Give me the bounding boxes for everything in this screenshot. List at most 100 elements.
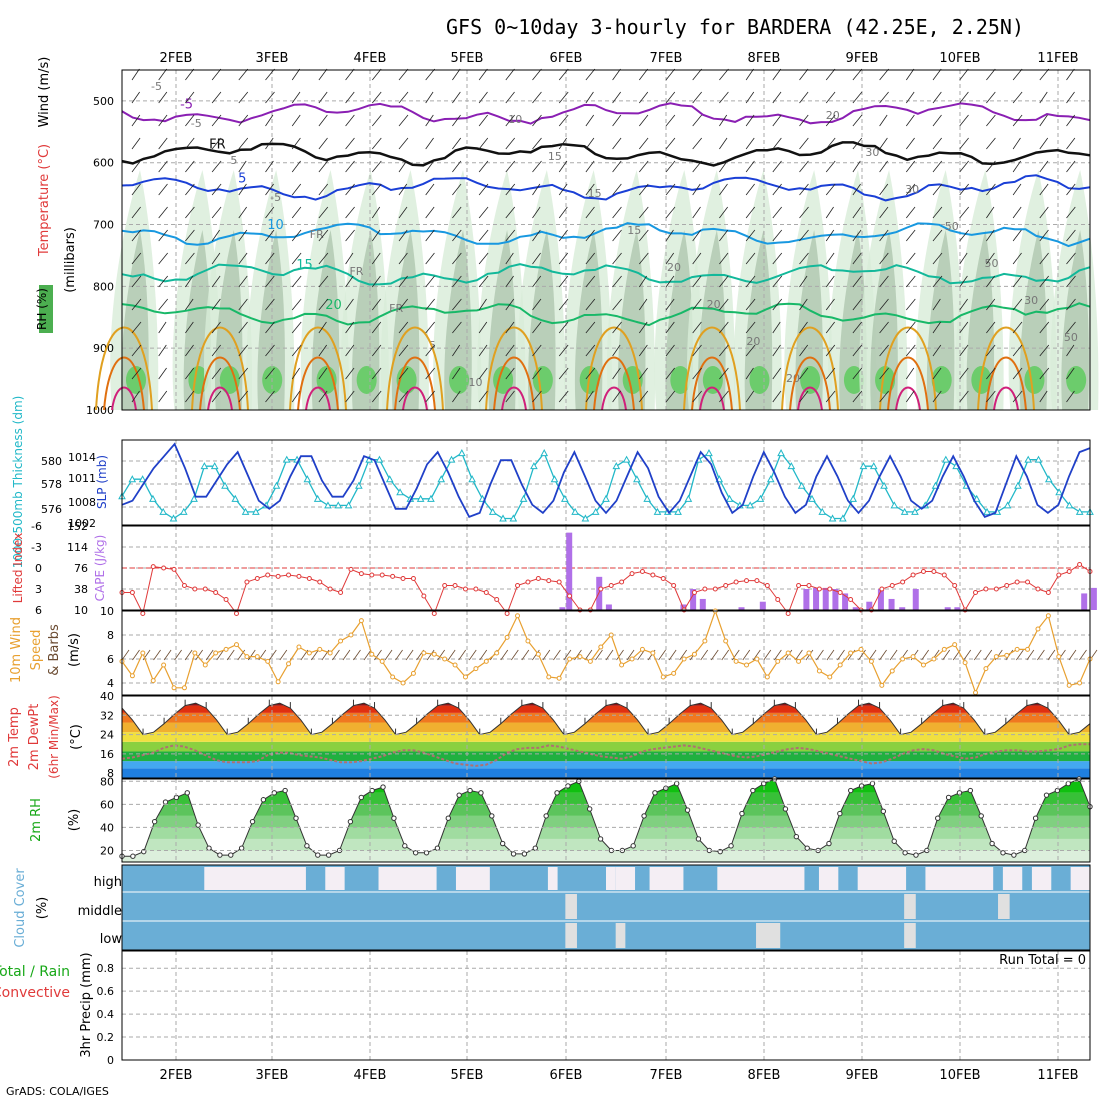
wind-barb-10m [763,649,772,661]
wind-barb-10m [311,649,319,661]
li-point [1004,583,1010,588]
thickness-point [1003,501,1012,509]
wind-barb [238,321,248,334]
li-point [452,583,458,588]
wind-barb [905,298,916,311]
thickness-point [509,514,518,522]
wind-barb [532,137,542,150]
wind-barb [318,275,329,288]
wind-speed-point [556,675,562,681]
wind-barb-10m [889,649,898,661]
top-date-9FEB: 9FEB [846,51,879,66]
wind-barb [291,367,300,380]
ylabel-2m-rh: 2m RH [29,798,44,842]
rh-point [565,783,571,789]
ylabel-celsius: (°C) [69,724,84,750]
wind-barb [665,137,676,150]
contour-value-label: 50 [945,220,959,233]
wind-barb [185,137,195,150]
wind-barb [905,206,916,219]
contour-15-teal [121,263,1091,286]
thickness-line [121,451,1090,520]
wind-barb-10m [184,649,193,661]
wind-barb [211,321,221,334]
temp-band-0 [122,768,1090,778]
contour-25-orange [485,326,543,411]
wind-barb [959,298,968,311]
wind-barb-10m [121,649,130,661]
wind-barb [879,298,889,311]
wind-barb [131,275,142,288]
contour-value-label: 50 [984,257,998,270]
thickness-tick-1: 578 [41,478,62,491]
li-point [827,586,833,592]
wind-barb-10m [384,649,393,661]
wind-barb [452,183,462,196]
top-date-axis: 2FEB 3FEB 4FEB 5FEB 6FEB 7FEB 8FEB 9FEB 10FEB 11F… [160,51,1079,66]
contour-35-magenta [699,386,725,411]
cape-bar-2 [596,576,603,610]
li-point [161,565,167,571]
li-point [608,583,614,588]
wind-barb [1012,114,1023,127]
wind-speed-point [192,650,198,656]
li-point [744,578,750,584]
li-point [785,611,791,616]
wind-barb [398,229,408,242]
ylabel-speed: Speed [29,630,44,671]
wind-speed-line [121,609,1091,695]
wind-barb [1039,91,1048,104]
wind-barb [1066,344,1075,357]
wind-speed-point [129,673,135,679]
wind-barb [211,91,222,104]
rh-point [554,790,560,796]
wind-barb [799,137,809,150]
slp-tick-1: 1011 [68,472,96,485]
top-date-7FEB: 7FEB [650,51,683,66]
wind-barb-10m [721,649,730,661]
rh-point [195,822,201,828]
wind-barb-10m [437,649,445,661]
rh-point [206,845,212,851]
wind-barb [185,390,195,403]
panel-li-cape: -3 0 3 6 114 76 38 10 -6 152 Lifted Index CAPE (J/k… [11,520,1097,617]
wind-barb [158,321,167,334]
wind-speed-point [223,646,229,652]
li-point [150,564,156,570]
bottom-date-4FEB: 4FEB [354,1068,387,1083]
rh-point [891,838,897,844]
wind-barb [772,206,783,219]
thickness-point [622,455,631,463]
wind-barb [211,160,222,173]
cloud-gap-0-1 [325,867,345,890]
wind-speed-point [868,658,874,664]
cape-bar-10 [813,587,820,610]
li-point [296,573,302,579]
wind-barb-10m [837,649,845,661]
wind-barb-10m [1005,649,1014,661]
wind-barb [505,275,514,288]
cape-bar-7 [738,607,745,610]
wind-barb [932,68,942,81]
wind-speed-point [369,651,375,657]
ylabel-2m-temp: 2m Temp [7,707,22,767]
rh-point [293,815,299,821]
rh-point [869,780,876,787]
wind-barb [719,68,729,81]
wind-speed-point [140,650,146,656]
li-point [421,593,427,599]
wind-barb-10m [405,649,414,661]
wind-barb [1039,160,1049,173]
wind-speed-point [265,658,271,664]
wind-barb [532,298,542,311]
wind-barb [772,91,782,104]
wind-barb [612,68,621,81]
rh-point [162,799,169,805]
wind-barb [158,298,169,311]
wind-speed-point [494,650,500,656]
wind-speed-point [962,660,968,666]
li-tick-2: 3 [35,583,42,596]
li-point [338,590,344,595]
wind-barb [852,206,862,219]
wind-barb [612,91,622,104]
